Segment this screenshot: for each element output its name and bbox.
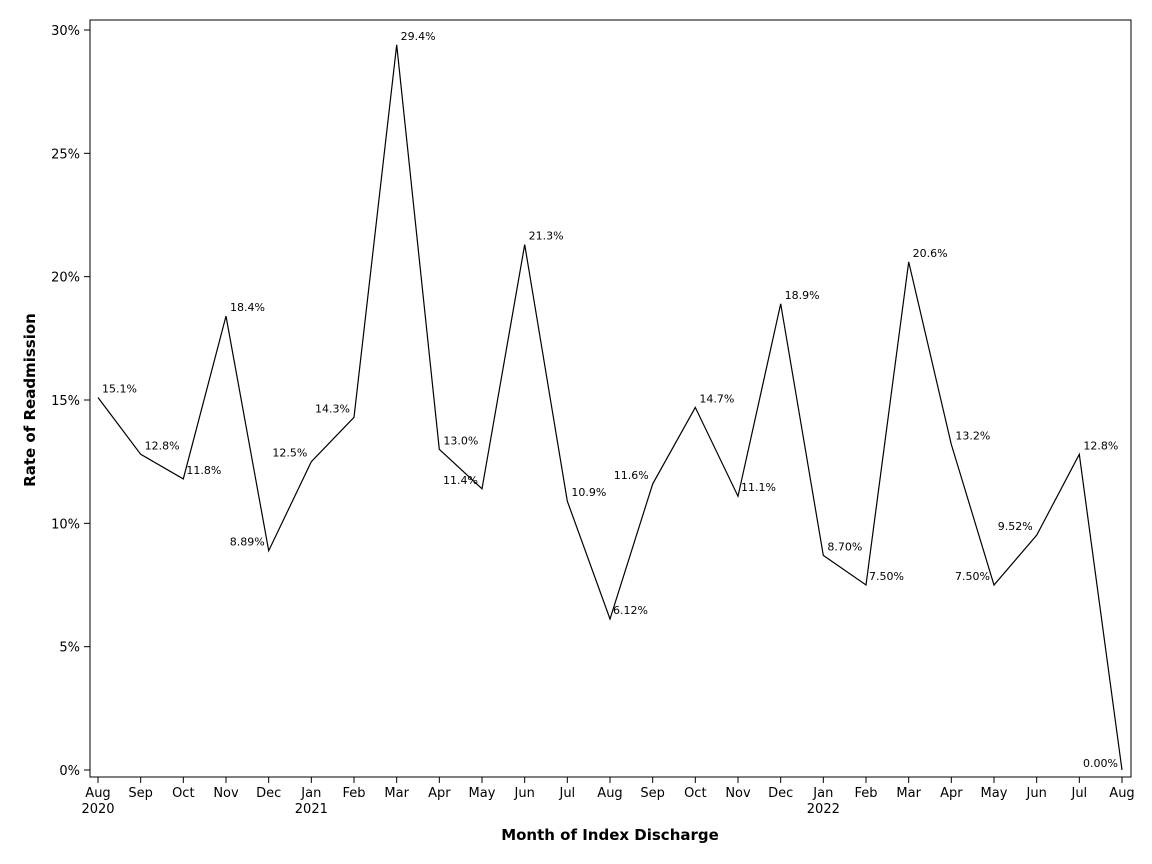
y-tick-label: 25%	[51, 147, 80, 162]
data-label: 13.2%	[955, 429, 990, 442]
x-tick-label: Jan	[812, 786, 833, 801]
data-label: 9.52%	[998, 520, 1033, 533]
data-label: 11.6%	[614, 469, 649, 482]
data-label: 21.3%	[529, 230, 564, 243]
data-label: 12.5%	[272, 447, 307, 460]
y-axis: 0% 5% 10% 15% 20% 25% 30%	[51, 24, 90, 779]
x-tick-label: Jul	[558, 786, 575, 801]
data-label: 0.00%	[1083, 757, 1118, 770]
data-label: 14.3%	[315, 402, 350, 415]
data-label: 15.1%	[102, 383, 137, 396]
data-label: 7.50%	[955, 570, 990, 583]
x-tick-label: Mar	[384, 786, 409, 801]
x-tick-label: May	[981, 786, 1008, 801]
plot-frame	[89, 19, 1132, 778]
x-tick-label: Jun	[514, 786, 535, 801]
x-tick-label: Jun	[1026, 786, 1047, 801]
data-label: 20.6%	[913, 247, 948, 260]
y-axis-title: Rate of Readmission	[21, 313, 39, 487]
x-year-label: 2022	[807, 802, 840, 817]
x-year-label: 2020	[81, 802, 114, 817]
x-tick-label: Dec	[768, 786, 793, 801]
data-label: 13.0%	[443, 434, 478, 447]
data-labels: 15.1% 12.8% 11.8% 18.4% 8.89% 12.5% 14.3% 29.4%…	[102, 30, 1118, 770]
x-axis-title: Month of Index Discharge	[501, 826, 719, 844]
x-tick-label: Aug	[85, 786, 110, 801]
series-line	[97, 44, 1123, 771]
data-label: 6.12%	[613, 604, 648, 617]
y-tick-label: 30%	[51, 24, 80, 39]
y-tick-label: 0%	[59, 764, 80, 779]
data-label: 29.4%	[401, 30, 436, 43]
data-label: 11.1%	[741, 481, 776, 494]
x-tick-label: Jan	[300, 786, 321, 801]
x-tick-label: Nov	[725, 786, 751, 801]
data-label: 12.8%	[145, 439, 180, 452]
x-tick-label: May	[469, 786, 496, 801]
x-tick-label: Apr	[940, 786, 963, 801]
x-tick-label: Aug	[1109, 786, 1134, 801]
x-tick-label: Apr	[428, 786, 451, 801]
data-label: 18.4%	[230, 301, 265, 314]
data-label: 12.8%	[1083, 439, 1118, 452]
x-tick-label: Feb	[854, 786, 877, 801]
data-label: 10.9%	[571, 486, 606, 499]
y-tick-label: 10%	[51, 517, 80, 532]
y-tick-label: 15%	[51, 394, 80, 409]
y-tick-label: 20%	[51, 271, 80, 286]
data-label: 14.7%	[699, 392, 734, 405]
x-year-label: 2021	[295, 802, 328, 817]
x-tick-label: Nov	[213, 786, 239, 801]
x-tick-label: Sep	[640, 786, 665, 801]
data-label: 7.50%	[869, 570, 904, 583]
data-label: 11.8%	[186, 464, 221, 477]
x-tick-label: Dec	[256, 786, 281, 801]
x-tick-label: Sep	[128, 786, 153, 801]
x-tick-label: Aug	[597, 786, 622, 801]
data-label: 8.89%	[230, 536, 265, 549]
data-label: 11.4%	[443, 474, 478, 487]
x-tick-label: Mar	[896, 786, 921, 801]
data-label: 8.70%	[827, 540, 862, 553]
x-tick-label: Jul	[1070, 786, 1087, 801]
x-tick-label: Oct	[684, 786, 706, 801]
x-tick-label: Oct	[172, 786, 194, 801]
y-tick-label: 5%	[59, 641, 80, 656]
x-tick-label: Feb	[342, 786, 365, 801]
data-label: 18.9%	[785, 289, 820, 302]
